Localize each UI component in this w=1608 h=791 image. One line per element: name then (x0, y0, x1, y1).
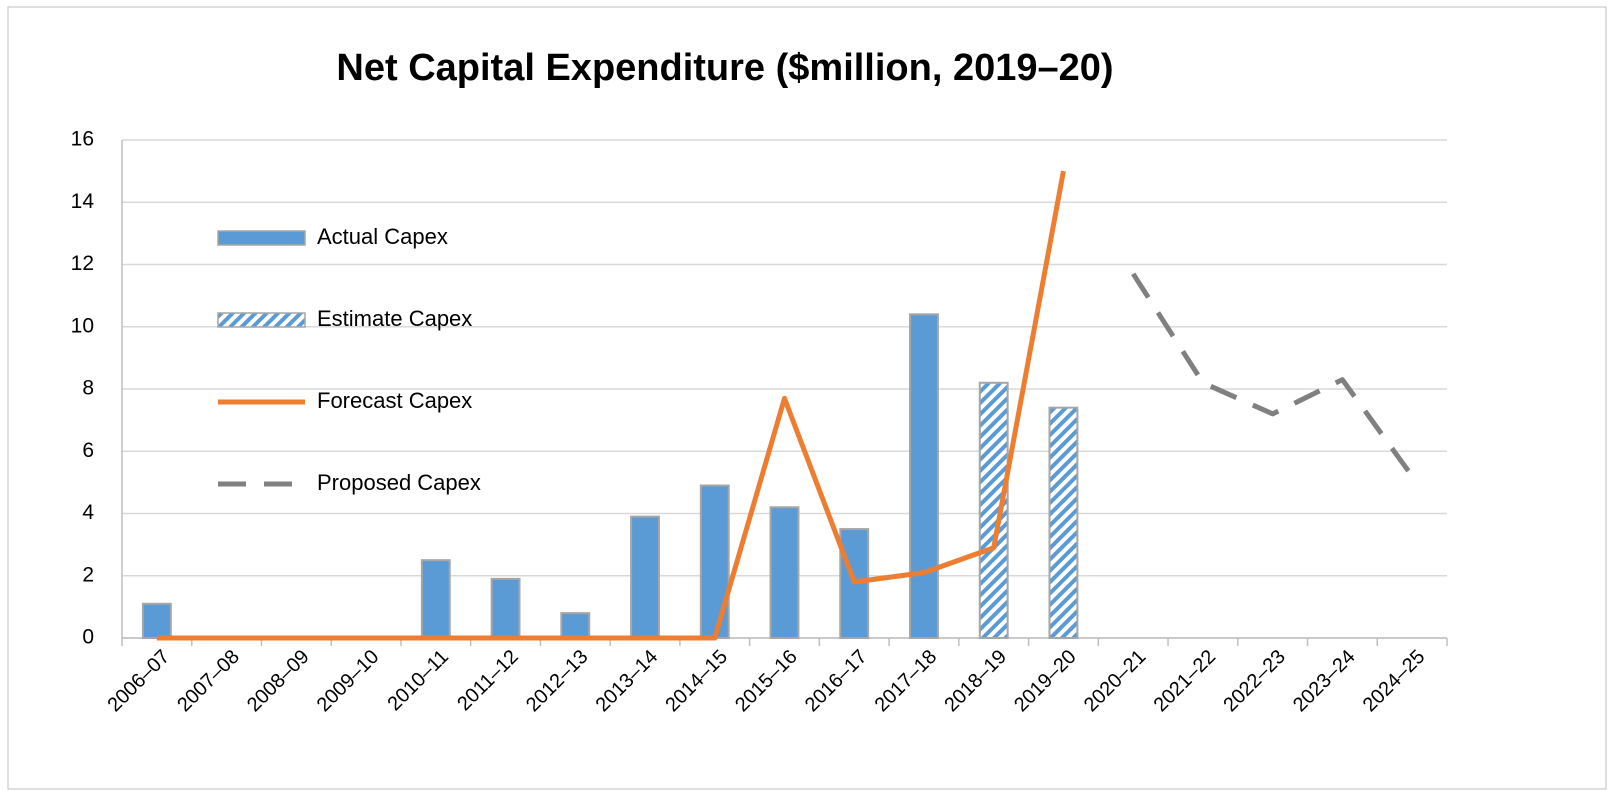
bar (699, 484, 730, 639)
y-tick-label: 2 (82, 563, 94, 586)
bar (839, 528, 870, 639)
y-tick-label: 14 (71, 190, 95, 213)
chart-title: Net Capital Expenditure ($million, 2019–… (336, 47, 1113, 89)
legend-swatch (217, 312, 306, 328)
line (1131, 272, 1415, 478)
bar (420, 559, 451, 639)
y-tick-label: 0 (82, 626, 94, 649)
y-tick-label: 6 (82, 439, 94, 462)
bar (141, 602, 172, 640)
line (156, 170, 1066, 641)
y-tick-label: 16 (71, 128, 94, 151)
bar (978, 381, 1009, 639)
legend-label: Forecast Capex (317, 388, 472, 413)
frame (7, 6, 1607, 790)
bar (560, 612, 591, 639)
bar (769, 506, 800, 639)
y-tick-label: 12 (71, 252, 94, 275)
y-tick-label: 10 (71, 314, 94, 337)
y-tick-label: 4 (82, 501, 94, 524)
legend-label: Proposed Capex (317, 470, 481, 495)
bar (1048, 406, 1079, 639)
legend-label: Actual Capex (317, 224, 448, 249)
bar (490, 577, 521, 639)
bar (909, 313, 939, 639)
legend-swatch (217, 230, 306, 246)
legend-label: Estimate Capex (317, 306, 472, 331)
y-tick-label: 8 (82, 377, 94, 400)
bar (630, 515, 660, 639)
